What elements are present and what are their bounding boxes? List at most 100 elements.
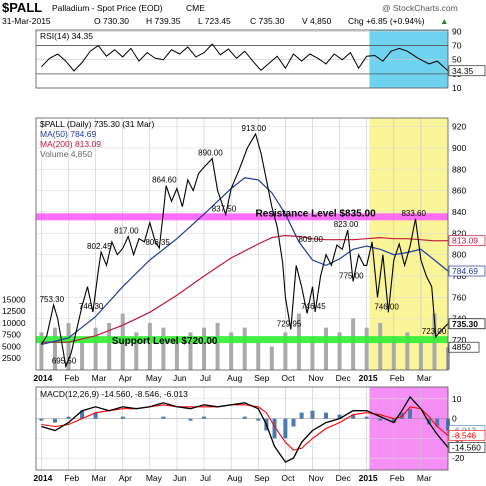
price-annotation: 746.30 — [79, 302, 104, 311]
volume-bar — [107, 322, 112, 370]
quote-open: O 730.30 — [94, 16, 129, 26]
price-tick-label: 900 — [452, 143, 466, 153]
quote-change: Chg +6.85 (+0.94%) — [348, 16, 425, 26]
macd-tick-label: 0 — [452, 414, 457, 424]
price-x-label: 2015 — [359, 373, 378, 383]
macd-histogram-bar — [283, 418, 288, 439]
price-value-box — [448, 265, 486, 277]
volume-bar — [269, 346, 274, 370]
stockcharts-watermark: @ StockCharts.com — [382, 3, 458, 13]
price-annotation: 775.00 — [339, 271, 364, 280]
volume-bar — [202, 327, 207, 370]
price-tick-label: 760 — [452, 292, 466, 302]
macd-value-label: -8.546 — [452, 431, 476, 441]
volume-bar — [93, 327, 98, 370]
price-line — [40, 132, 449, 369]
macd-histogram-bar — [435, 418, 440, 427]
instrument-description: Palladium - Spot Price (EOD) — [52, 3, 163, 13]
macd-x-label: Apr — [119, 473, 132, 483]
volume-bar — [418, 341, 423, 370]
volume-bar — [188, 332, 193, 370]
volume-bar — [242, 327, 247, 370]
resistance-label: Resistance Level $835.00 — [256, 208, 377, 219]
macd-histogram-bar — [408, 408, 413, 419]
volume-tick-label: 12500 — [2, 306, 26, 316]
macd-tick-label: 10 — [452, 394, 462, 404]
price-tick-label: 820 — [452, 228, 466, 238]
macd-histogram-bar — [188, 418, 193, 421]
volume-bar — [405, 332, 410, 370]
volume-bar — [161, 327, 166, 370]
up-arrow-icon: ▲ — [440, 16, 448, 26]
macd-x-label: Nov — [308, 473, 324, 483]
volume-bar — [229, 332, 234, 370]
volume-bar — [66, 322, 71, 370]
macd-x-label: Feb — [390, 473, 405, 483]
rsi-line — [41, 43, 449, 72]
quote-volume: V 4,850 — [302, 16, 332, 26]
volume-bar — [52, 327, 57, 370]
price-value-label: 784.69 — [452, 266, 478, 276]
rsi-highlight-band — [369, 30, 448, 88]
price-x-label: Mar — [417, 373, 432, 383]
macd-highlight-band — [369, 387, 448, 470]
macd-histogram-bar — [161, 416, 166, 419]
rsi-tick-label: 50 — [452, 55, 462, 65]
symbol-title: $PALL — [2, 0, 42, 15]
support-label: Support Level $720.00 — [112, 336, 218, 347]
volume-bar — [310, 337, 315, 370]
volume-bar — [283, 332, 288, 370]
ma200-line — [41, 234, 449, 343]
quote-date: 31-Mar-2015 — [2, 16, 51, 26]
volume-bar — [39, 332, 44, 370]
rsi-current-value: 34.35 — [452, 66, 474, 76]
macd-histogram-bar — [242, 416, 247, 419]
macd-x-label: Mar — [92, 473, 107, 483]
price-x-label: Jun — [173, 373, 187, 383]
macd-panel: -20-10010MACD(12,26,9) -14.560, -8.546, … — [33, 386, 486, 483]
price-value-label: 813.09 — [452, 236, 478, 246]
macd-histogram-bar — [391, 418, 396, 423]
rsi-tick-label: 70 — [452, 41, 462, 51]
volume-bar — [391, 337, 396, 370]
price-x-label: Mar — [92, 373, 107, 383]
volume-bar — [80, 341, 85, 370]
macd-x-label: Jun — [173, 473, 187, 483]
price-x-label: Dec — [336, 373, 352, 383]
support-band — [36, 336, 448, 344]
volume-bar — [134, 332, 139, 370]
macd-histogram-bar — [324, 412, 329, 419]
price-value-box — [448, 318, 486, 330]
macd-histogram-bar — [66, 416, 71, 419]
macd-histogram-bar — [80, 410, 85, 419]
volume-bar — [215, 322, 220, 370]
price-x-label: Feb — [65, 373, 80, 383]
volume-tick-label: 10000 — [2, 318, 26, 328]
rsi-legend: RSI(14) 34.35 — [40, 31, 93, 41]
price-annotation: 817.00 — [114, 227, 139, 236]
volume-bar — [174, 337, 179, 370]
price-legend-item: MA(50) 784.69 — [40, 129, 96, 139]
macd-line — [41, 395, 449, 463]
macd-histogram-bar — [364, 416, 369, 419]
price-annotation: 746.00 — [374, 302, 399, 311]
price-tick-label: 720 — [452, 335, 466, 345]
volume-tick-label: 15000 — [2, 294, 26, 304]
price-x-label: 2014 — [33, 373, 52, 383]
exchange-label: CME — [186, 3, 205, 13]
price-annotation: 723.00 — [422, 327, 447, 336]
macd-x-label: Feb — [65, 473, 80, 483]
rsi-frame — [35, 29, 449, 89]
rsi-value-box — [448, 65, 486, 77]
macd-histogram-bar — [399, 412, 404, 419]
price-annotation: 890.00 — [198, 149, 223, 158]
price-tick-label: 800 — [452, 250, 466, 260]
macd-histogram-bar — [351, 414, 356, 419]
macd-histogram-bar — [256, 418, 261, 421]
price-legend-item: Volume 4,850 — [40, 149, 92, 159]
macd-x-label: Mar — [417, 473, 432, 483]
macd-value-box — [448, 430, 486, 441]
price-annotation: 753.30 — [40, 295, 65, 304]
price-tick-label: 880 — [452, 164, 466, 174]
